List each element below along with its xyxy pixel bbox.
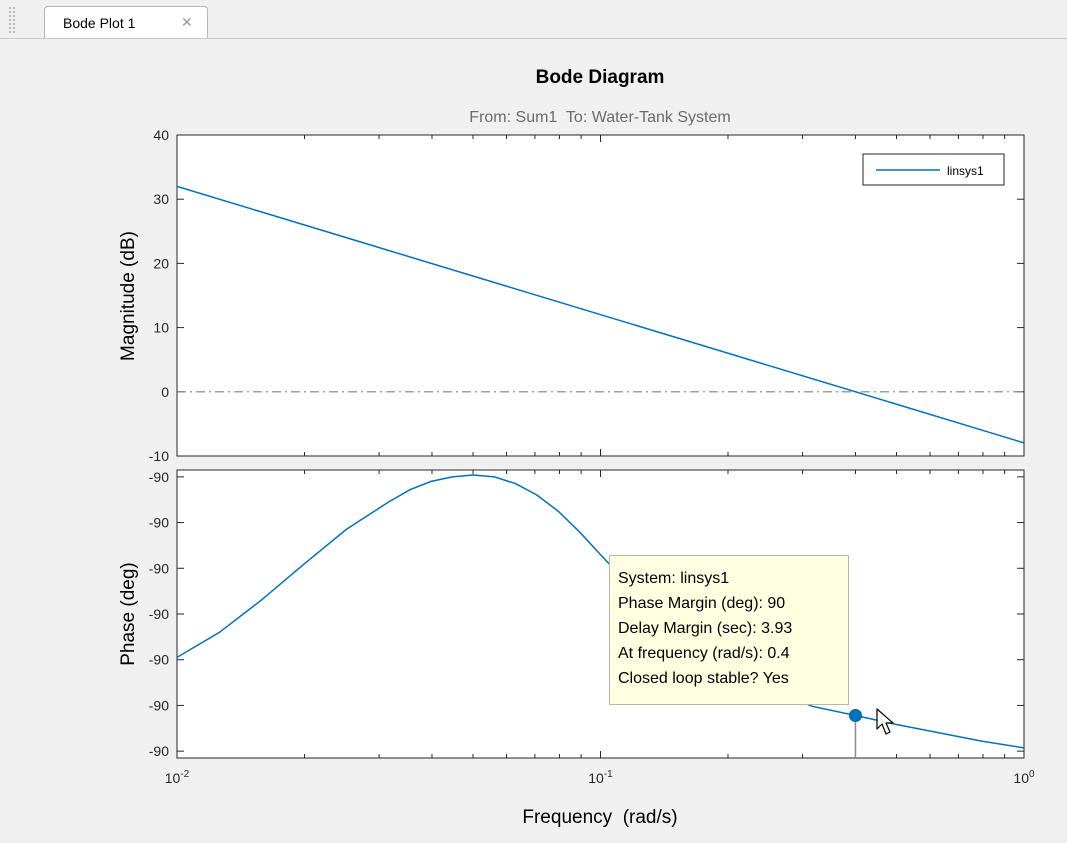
magnitude-ytick-label: 40 xyxy=(153,127,169,143)
phase-ticks xyxy=(176,470,1025,758)
close-icon[interactable]: ✕ xyxy=(181,14,193,30)
magnitude-axes-box xyxy=(176,134,1025,457)
datatip-line: Phase Margin (deg): 90 xyxy=(618,595,786,612)
magnitude-ytick-label: -10 xyxy=(149,448,169,464)
x-axis-label: Frequency (rad/s) xyxy=(522,807,677,828)
phase-series-group xyxy=(176,474,1025,749)
x-tick-label: 10-2 xyxy=(165,769,190,786)
magnitude-series-linsys1 xyxy=(176,185,1025,444)
magnitude-ytick-label: 10 xyxy=(153,320,169,336)
phase-axes-box xyxy=(176,469,1025,759)
chart-title: Bode Diagram xyxy=(536,67,665,88)
magnitude-axes[interactable]: -10 0 10 20 30 40 linsys1 xyxy=(149,127,1025,464)
phase-ylabel: Phase (deg) xyxy=(118,562,139,666)
legend-entry-linsys1: linsys1 xyxy=(947,164,984,178)
magnitude-ytick-label: 0 xyxy=(161,384,169,400)
phase-ytick-label: -90 xyxy=(149,560,169,576)
magnitude-series-group xyxy=(176,185,1025,444)
datatip-line: At frequency (rad/s): 0.4 xyxy=(618,645,790,662)
legend[interactable]: linsys1 xyxy=(862,153,1005,186)
phase-ytick-label: -90 xyxy=(149,652,169,668)
magnitude-ylabel: Magnitude (dB) xyxy=(118,231,139,361)
datatip-line: Delay Margin (sec): 3.93 xyxy=(618,620,793,637)
phase-ytick-label: -90 xyxy=(149,515,169,531)
x-tick-labels: 10-2 10-1 100 xyxy=(165,769,1035,786)
datatip-tooltip: System: linsys1 Phase Margin (deg): 90 D… xyxy=(609,555,849,705)
phase-series-linsys1 xyxy=(176,474,1025,749)
phase-ytick-labels: -90 -90 -90 -90 -90 -90 -90 xyxy=(149,469,169,759)
document-tabbar: Bode Plot 1 ✕ xyxy=(0,0,1067,40)
phase-axes[interactable]: -90 -90 -90 -90 -90 -90 -90 xyxy=(149,469,1025,759)
mouse-pointer-icon xyxy=(876,708,894,735)
tabbar-divider xyxy=(0,38,1067,39)
phase-ytick-label: -90 xyxy=(149,743,169,759)
magnitude-ytick-labels: -10 0 10 20 30 40 xyxy=(149,127,169,464)
magnitude-ytick-label: 30 xyxy=(153,191,169,207)
phase-ytick-label: -90 xyxy=(149,606,169,622)
x-tick-label: 10-1 xyxy=(588,769,613,786)
tab-label: Bode Plot 1 xyxy=(63,15,136,31)
bode-plot-figure: Bode Diagram From: Sum1 To: Water-Tank S… xyxy=(118,67,1035,828)
datatip-marker[interactable] xyxy=(848,708,862,722)
phase-ytick-label: -90 xyxy=(149,697,169,713)
chart-subtitle: From: Sum1 To: Water-Tank System xyxy=(469,109,730,126)
datatip-line: System: linsys1 xyxy=(618,570,730,587)
datatip-line: Closed loop stable? Yes xyxy=(618,670,789,687)
magnitude-ytick-label: 20 xyxy=(153,255,169,271)
magnitude-ticks xyxy=(176,134,1025,457)
x-tick-label: 100 xyxy=(1013,769,1035,786)
phase-ytick-label: -90 xyxy=(149,469,169,485)
tab-bode-plot-1[interactable]: Bode Plot 1 ✕ xyxy=(44,6,208,38)
tabbar-grip-icon[interactable] xyxy=(8,6,16,34)
